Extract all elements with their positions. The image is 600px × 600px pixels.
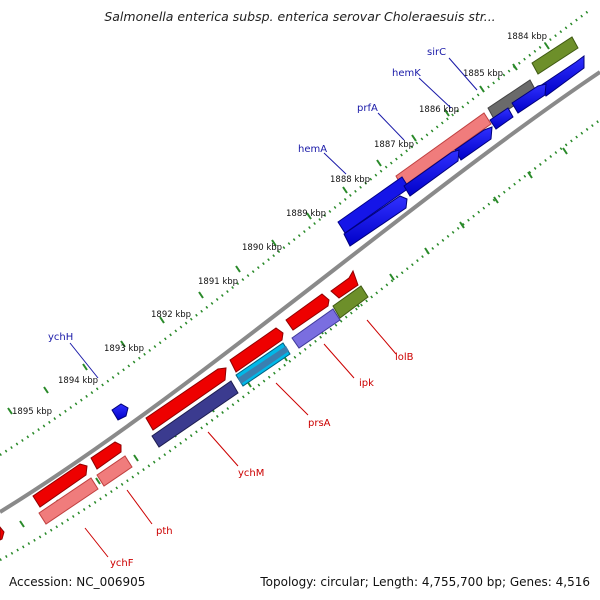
gene-block-ipk[interactable] (291, 308, 341, 349)
gene-arrow-prsA-upper[interactable] (229, 327, 284, 373)
kbp-label: 1895 kbp (12, 407, 52, 417)
kbp-label: 1887 kbp (374, 140, 414, 150)
gene-block-sirC[interactable] (531, 36, 579, 75)
kbp-label: 1885 kbp (463, 69, 503, 79)
gene-arrow-ychM-upper[interactable] (145, 367, 227, 431)
kbp-label: 1886 kbp (419, 105, 459, 115)
kbp-label: 1890 kbp (242, 243, 282, 253)
gene-label-lolB[interactable]: lolB (395, 352, 414, 363)
outer-ring-ticks (7, 42, 550, 415)
forward-gene-labels: sirC hemK prfA hemA ychH (48, 47, 478, 379)
gene-arrow-ychH[interactable] (111, 403, 129, 421)
forward-strand-genes[interactable] (111, 36, 585, 421)
accession-label: Accession: NC_006905 (9, 575, 146, 589)
kbp-label: 1889 kbp (286, 209, 326, 219)
gene-arrow-edge[interactable] (0, 526, 5, 541)
gene-label-ychM[interactable]: ychM (238, 468, 264, 479)
kbp-label: 1892 kbp (151, 310, 191, 320)
gene-label-prfA[interactable]: prfA (357, 103, 378, 114)
genome-backbone (0, 70, 600, 514)
kbp-label: 1894 kbp (58, 376, 98, 386)
gene-arrow-pth-upper[interactable] (90, 441, 122, 470)
topology-summary: Topology: circular; Length: 4,755,700 bp… (260, 575, 590, 589)
reverse-strand-genes[interactable] (0, 269, 369, 541)
kbp-label: 1893 kbp (104, 344, 144, 354)
gene-block-pth[interactable] (96, 455, 133, 487)
reverse-gene-labels: lolB ipk prsA ychM pth ychF (84, 319, 414, 569)
kbp-label: 1888 kbp (330, 175, 370, 185)
genome-title: Salmonella enterica subsp. enterica sero… (104, 9, 496, 24)
gene-arrow-ipk-upper[interactable] (285, 293, 330, 331)
gene-block-lolB[interactable] (332, 285, 369, 319)
gene-label-prsA[interactable]: prsA (308, 418, 331, 429)
gene-arrow-3[interactable] (489, 107, 514, 130)
gene-label-ipk[interactable]: ipk (359, 378, 374, 389)
gene-label-ychF[interactable]: ychF (110, 558, 134, 569)
gene-block-prfA[interactable] (395, 112, 492, 188)
gene-label-ychH[interactable]: ychH (48, 332, 73, 343)
gene-block-ychF[interactable] (38, 477, 99, 525)
kbp-label: 1884 kbp (507, 32, 547, 42)
gene-arrow-4[interactable] (454, 126, 493, 161)
gene-arrow-ychF-upper[interactable] (32, 463, 88, 508)
gene-block-prsA-lower[interactable] (238, 346, 289, 384)
gene-label-sirC[interactable]: sirC (427, 47, 446, 58)
gene-arrow-6[interactable] (343, 195, 408, 247)
kbp-label: 1891 kbp (198, 277, 238, 287)
gene-arrow-5[interactable] (403, 149, 460, 197)
gene-block-ychM[interactable] (151, 380, 239, 448)
gene-label-hemK[interactable]: hemK (392, 68, 421, 79)
gene-label-hemA[interactable]: hemA (298, 144, 327, 155)
gene-label-pth[interactable]: pth (156, 526, 173, 537)
gene-arrow-2[interactable] (511, 83, 547, 114)
gene-arrow-lolB-upper[interactable] (330, 269, 359, 299)
